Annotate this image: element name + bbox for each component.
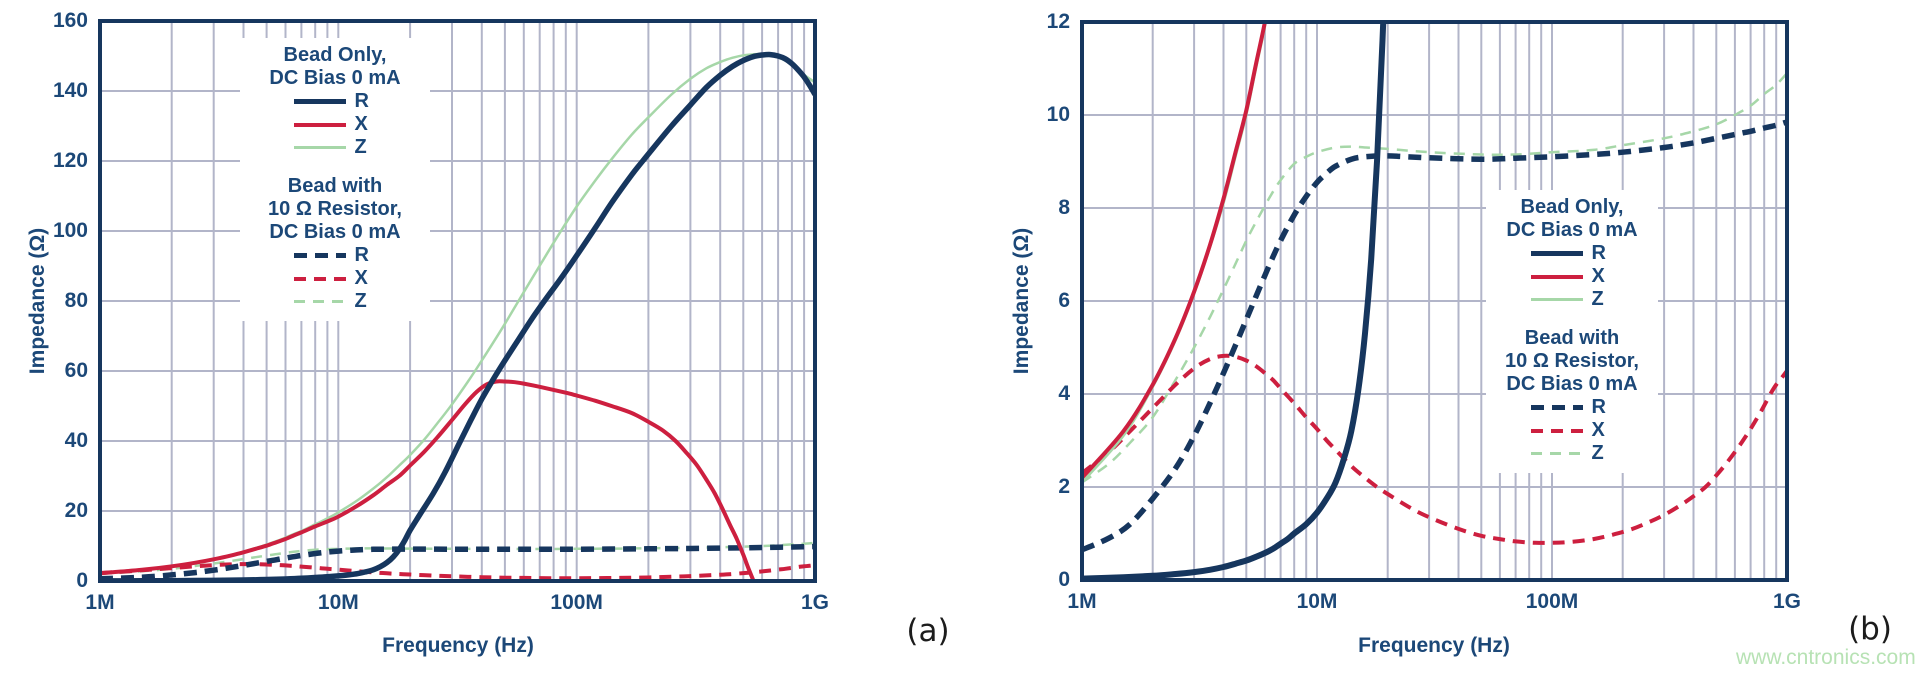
series-curves (100, 51, 815, 581)
legend-item-label: X (1591, 265, 1605, 287)
curve-bead-only-r (100, 51, 815, 581)
legend-group1-title-line2: DC Bias 0 mA (269, 67, 401, 89)
legend-group2-title-line2: 10 Ω Resistor, (268, 198, 402, 220)
z-dashed-line-swatch (293, 300, 346, 303)
legend-item-r-dashed: R (293, 244, 377, 267)
legend-group2-title-line3: DC Bias 0 mA (1506, 373, 1638, 395)
legend-item-label: Z (1591, 442, 1604, 464)
watermark: www.cntronics.com (1736, 646, 1916, 669)
legend-item-r-solid: R (1530, 242, 1614, 265)
r-dashed-line-swatch (293, 253, 346, 258)
curve-bead-with-10-resistor-x (100, 562, 815, 581)
legend-item-label: R (354, 90, 369, 112)
curve-bead-only-r (1082, 22, 1387, 580)
legend-item-label: X (354, 113, 368, 135)
plot-border (1080, 20, 1789, 582)
chart-a (98, 19, 817, 583)
legend-item-label: R (1591, 242, 1606, 264)
curve-bead-only-x (100, 379, 756, 581)
r-solid-line-swatch (1530, 251, 1583, 256)
curve-bead-with-10-resistor-r (1082, 119, 1787, 553)
legend-item-x-solid: X (293, 113, 377, 136)
legend-item-x-dashed: X (1530, 419, 1614, 442)
x-solid-line-swatch (293, 122, 346, 127)
curve-bead-only-z (100, 52, 815, 575)
z-solid-line-swatch (1530, 298, 1583, 301)
legend-item-label: Z (354, 136, 367, 158)
x-dashed-line-swatch (1530, 428, 1583, 433)
legend-item-label: Z (354, 290, 367, 312)
legend-item-label: X (354, 267, 368, 289)
legend-group1-title-line2: DC Bias 0 mA (1506, 219, 1638, 241)
y-axis-title-a: Impedance (Ω) (26, 227, 49, 375)
x-axis-title-b: Frequency (Hz) (1358, 634, 1510, 657)
legend-group2-title-line1: Bead with (1524, 327, 1620, 349)
legend-group2-title-line2: 10 Ω Resistor, (1505, 350, 1639, 372)
legend-item-z-dashed: Z (293, 290, 377, 313)
y-axis-title-b: Impedance (Ω) (1010, 227, 1033, 375)
gridlines (100, 20, 816, 582)
legend-item-z-solid: Z (1530, 288, 1614, 311)
legend-item-x-dashed: X (293, 267, 377, 290)
curve-bead-only-x (1082, 22, 1267, 480)
x-solid-line-swatch (1530, 274, 1583, 279)
legend-group1-title-line1: Bead Only, (1520, 196, 1624, 218)
curve-bead-with-10-resistor-r (100, 543, 815, 581)
curve-bead-with-10-resistor-x (1082, 353, 1787, 545)
legend-group2-title-line3: DC Bias 0 mA (269, 221, 401, 243)
plot-border (98, 19, 817, 583)
legend-a: Bead Only, DC Bias 0 mA R X Z Bead with … (240, 38, 430, 321)
z-dashed-line-swatch (1530, 452, 1583, 455)
legend-item-r-dashed: R (1530, 396, 1614, 419)
legend-item-z-solid: Z (293, 136, 377, 159)
curve-bead-only-z (1082, 22, 1268, 484)
legend-group2-title-line1: Bead with (287, 175, 383, 197)
x-axis-title-a: Frequency (Hz) (382, 634, 534, 657)
gridlines (1082, 21, 1788, 581)
curve-bead-with-10-resistor-z (100, 541, 815, 575)
caption-b: (b) (1848, 611, 1892, 647)
legend-item-z-dashed: Z (1530, 442, 1614, 465)
r-dashed-line-swatch (1530, 405, 1583, 410)
legend-group1-title-line1: Bead Only, (283, 44, 387, 66)
legend-item-label: X (1591, 419, 1605, 441)
legend-item-label: R (354, 244, 369, 266)
legend-item-x-solid: X (1530, 265, 1614, 288)
chart-b (1080, 20, 1789, 582)
legend-b: Bead Only, DC Bias 0 mA R X Z Bead with … (1486, 190, 1658, 473)
series-curves (1082, 22, 1787, 580)
z-solid-line-swatch (293, 146, 346, 149)
legend-item-label: R (1591, 396, 1606, 418)
legend-item-label: Z (1591, 288, 1604, 310)
caption-a: (a) (906, 613, 950, 649)
r-solid-line-swatch (293, 99, 346, 104)
legend-item-r-solid: R (293, 90, 377, 113)
x-dashed-line-swatch (293, 276, 346, 281)
curve-bead-with-10-resistor-z (1082, 72, 1787, 484)
